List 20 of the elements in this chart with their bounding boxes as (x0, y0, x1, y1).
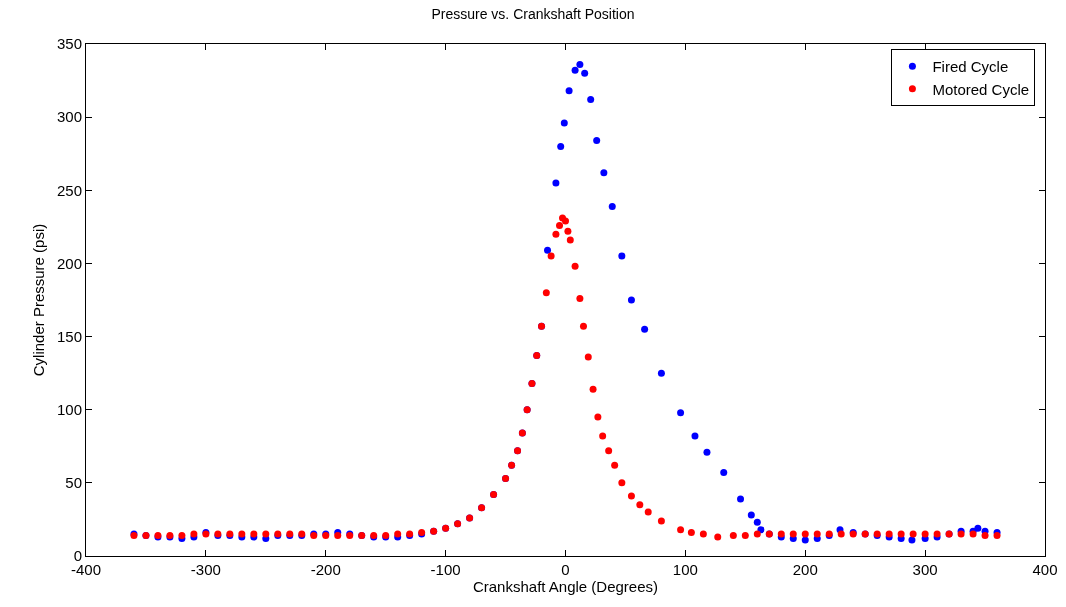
x-tick-label: -300 (190, 561, 221, 578)
x-tick-label: -100 (430, 561, 461, 578)
legend-label: Fired Cycle (932, 58, 1009, 76)
y-tick-label: 200 (56, 254, 82, 272)
x-tick-label: 100 (672, 561, 698, 578)
y-tick-label: 300 (56, 108, 82, 126)
y-tick-label: 350 (56, 35, 82, 53)
y-tick-label: 100 (56, 400, 82, 418)
chart-title: Pressure vs. Crankshaft Position (431, 5, 635, 22)
x-tick-label: 400 (1032, 561, 1058, 578)
x-tick-label: -200 (310, 561, 341, 578)
y-tick-label: 50 (65, 474, 82, 492)
y-axis-title: Cylinder Pressure (psi) (30, 223, 48, 377)
legend-label: Motored Cycle (932, 80, 1030, 98)
x-tick-label: 0 (561, 561, 570, 578)
x-tick-label: 200 (792, 561, 818, 578)
x-tick-label: 300 (912, 561, 938, 578)
y-tick-label: 150 (56, 327, 82, 345)
y-tick-label: 250 (56, 181, 82, 199)
x-axis-title: Crankshaft Angle (Degrees) (472, 578, 659, 595)
